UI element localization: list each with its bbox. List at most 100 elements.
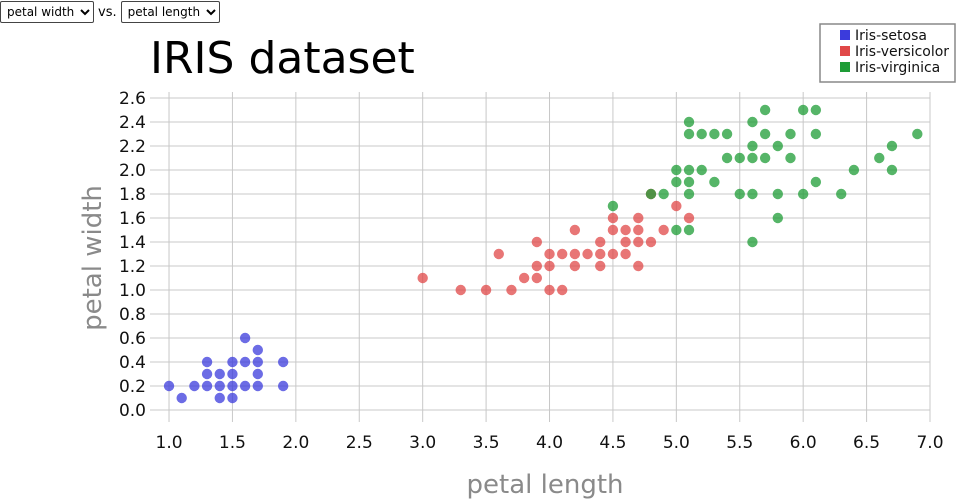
data-point [201, 356, 213, 368]
x-tick-label: 2.0 [282, 433, 309, 453]
data-point [252, 356, 264, 368]
x-axis-label: petal length [467, 470, 624, 500]
data-point [531, 236, 543, 248]
grid [150, 92, 931, 422]
data-point [506, 284, 517, 296]
data-point [658, 188, 669, 200]
data-point [747, 188, 758, 200]
data-point [214, 380, 225, 392]
data-point [886, 140, 898, 152]
data-point [239, 332, 251, 344]
x-tick-label: 4.0 [536, 433, 563, 453]
x-tick-label: 3.5 [473, 433, 500, 453]
x-tick-label: 6.5 [853, 433, 880, 453]
data-point [721, 128, 733, 140]
data-point [734, 188, 745, 200]
legend-label: Iris-setosa [855, 28, 927, 44]
data-point [544, 284, 555, 296]
data-point [556, 248, 568, 260]
x-tick-label: 1.5 [219, 433, 246, 453]
data-point [810, 128, 822, 140]
data-point [277, 380, 289, 392]
data-point [759, 128, 771, 140]
data-point [595, 248, 606, 260]
data-point [455, 284, 466, 296]
data-point [709, 128, 720, 140]
data-point [239, 380, 251, 392]
data-point [252, 344, 264, 356]
data-point [607, 212, 619, 224]
x-axis-ticks: 1.0 1.5 2.0 2.5 3.0 3.5 4.0 4.5 5.0 5.5 6.0 6.5 7.0 [156, 433, 944, 453]
data-point [658, 224, 669, 236]
data-point [582, 248, 593, 260]
data-points [163, 104, 923, 404]
x-tick-label: 4.5 [599, 433, 626, 453]
axis-controls: petal width vs. petal length [0, 1, 220, 23]
x-tick-label: 5.5 [726, 433, 753, 453]
y-tick-label: 0.0 [119, 401, 146, 421]
data-point [417, 272, 428, 284]
data-point [252, 380, 264, 392]
data-point [772, 212, 784, 224]
y-tick-label: 2.0 [119, 161, 146, 181]
data-point [810, 104, 822, 116]
data-point [671, 200, 682, 212]
data-point [848, 164, 860, 176]
data-point [683, 176, 695, 188]
data-point [772, 140, 784, 152]
y-tick-label: 1.4 [119, 233, 146, 253]
x-tick-label: 3.0 [409, 433, 436, 453]
data-point [759, 104, 771, 116]
data-point [633, 212, 644, 224]
chart-title: IRIS dataset [150, 33, 415, 84]
data-point [607, 200, 619, 212]
data-point [480, 284, 492, 296]
data-point [620, 224, 631, 236]
data-point [747, 236, 758, 248]
data-point [645, 188, 657, 200]
data-point [671, 176, 682, 188]
data-point [683, 188, 695, 200]
data-point [721, 152, 733, 164]
data-point [227, 368, 238, 380]
data-point [759, 152, 771, 164]
data-point [201, 380, 213, 392]
data-point [671, 164, 682, 176]
data-point [620, 248, 631, 260]
legend-swatch [840, 46, 850, 56]
y-axis-select[interactable]: petal width [0, 1, 94, 23]
data-point [607, 224, 619, 236]
x-tick-label: 7.0 [916, 433, 943, 453]
data-point [227, 380, 238, 392]
y-tick-label: 1.8 [119, 185, 146, 205]
y-tick-label: 2.4 [119, 113, 146, 133]
data-point [569, 248, 581, 260]
vs-label: vs. [98, 4, 117, 20]
data-point [671, 224, 682, 236]
data-point [874, 152, 885, 164]
data-point [797, 104, 809, 116]
data-point [633, 224, 644, 236]
data-point [696, 164, 707, 176]
data-point [633, 260, 644, 272]
y-tick-label: 0.2 [119, 377, 146, 397]
data-point [683, 212, 695, 224]
data-point [252, 368, 264, 380]
legend-label: Iris-virginica [855, 60, 940, 76]
legend-swatch [840, 30, 850, 40]
data-point [595, 260, 606, 272]
legend-swatch [840, 62, 850, 72]
y-axis-label: petal width [78, 185, 108, 331]
data-point [747, 140, 758, 152]
data-point [544, 260, 555, 272]
data-point [709, 176, 720, 188]
data-point [518, 272, 530, 284]
data-point [747, 152, 758, 164]
data-point [595, 236, 606, 248]
data-point [569, 260, 581, 272]
y-tick-label: 2.2 [119, 137, 146, 157]
x-axis-select[interactable]: petal length [120, 1, 220, 23]
data-point [569, 224, 581, 236]
data-point [620, 236, 631, 248]
